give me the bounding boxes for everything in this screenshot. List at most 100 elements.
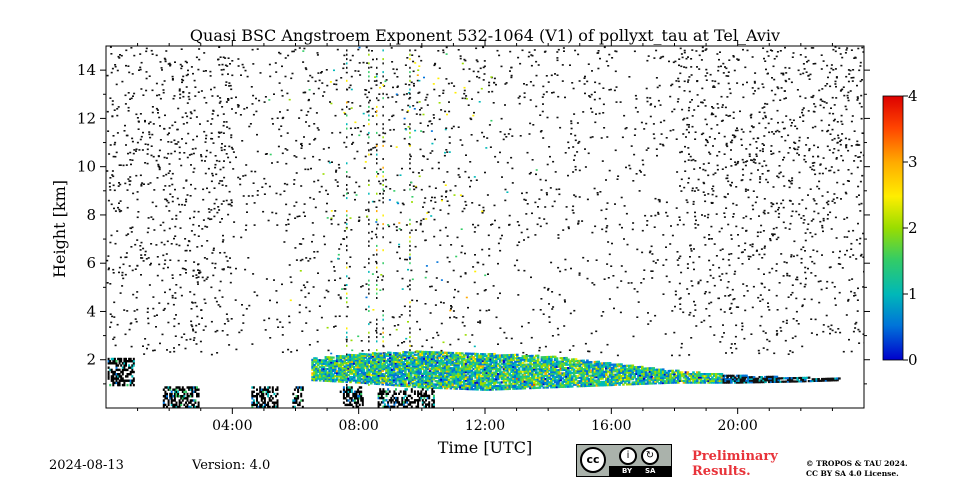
layer-cell xyxy=(326,374,330,377)
noise-pixel xyxy=(171,296,174,299)
noise-pixel xyxy=(287,348,290,351)
layer-cell xyxy=(396,384,400,387)
noise-pixel xyxy=(665,211,668,214)
noise-pixel xyxy=(859,61,862,64)
noise-pixel xyxy=(200,350,203,353)
layer-cell xyxy=(343,362,347,365)
streak-pixel xyxy=(382,75,384,78)
layer-cell xyxy=(335,365,339,368)
noise-pixel xyxy=(459,57,462,60)
layer-cell xyxy=(381,362,384,366)
layer-cell xyxy=(451,380,455,383)
noise-pixel xyxy=(179,286,182,289)
noise-pixel xyxy=(472,266,475,268)
noise-pixel xyxy=(411,278,414,281)
noise-pixel xyxy=(162,254,165,257)
layer-cell xyxy=(404,364,407,367)
noise-pixel xyxy=(413,108,416,110)
noise-pixel xyxy=(788,179,790,182)
noise-pixel xyxy=(540,189,543,191)
noise-pixel xyxy=(108,185,111,188)
noise-pixel xyxy=(160,241,163,244)
noise-pixel xyxy=(303,47,306,50)
layer-cell xyxy=(390,370,394,373)
noise-pixel xyxy=(383,85,386,87)
layer-cell xyxy=(432,383,436,386)
noise-pixel xyxy=(665,258,668,261)
noise-pixel xyxy=(360,340,363,342)
noise-pixel xyxy=(832,119,835,122)
noise-pixel xyxy=(578,274,581,276)
layer-cell xyxy=(417,369,420,372)
noise-pixel xyxy=(313,257,316,259)
noise-pixel xyxy=(279,193,282,196)
noise-pixel xyxy=(116,114,119,117)
layer-cell xyxy=(360,364,364,367)
noise-pixel xyxy=(131,73,134,75)
layer-cell xyxy=(328,366,331,369)
noise-pixel xyxy=(419,109,421,111)
noise-pixel xyxy=(671,310,674,312)
noise-pixel xyxy=(232,235,235,238)
noise-pixel xyxy=(678,58,681,60)
layer-cell xyxy=(351,379,354,382)
layer-cell xyxy=(407,381,411,384)
noise-pixel xyxy=(799,116,802,118)
noise-pixel xyxy=(196,135,198,138)
layer-cell xyxy=(459,384,462,387)
noise-pixel xyxy=(309,257,312,260)
noise-pixel xyxy=(483,135,485,138)
noise-pixel xyxy=(590,107,592,110)
noise-pixel xyxy=(649,320,652,322)
noise-pixel xyxy=(829,85,832,88)
noise-pixel xyxy=(719,308,722,311)
layer-cell xyxy=(470,376,474,379)
noise-pixel xyxy=(573,309,576,312)
noise-pixel xyxy=(718,275,721,278)
layer-cell xyxy=(451,362,455,365)
noise-pixel xyxy=(780,72,783,75)
noise-pixel xyxy=(731,181,733,184)
noise-pixel xyxy=(777,87,780,90)
noise-pixel xyxy=(156,177,159,179)
layer-cell xyxy=(464,366,468,369)
layer-cell xyxy=(368,353,371,356)
noise-pixel xyxy=(762,86,765,89)
noise-pixel xyxy=(774,210,777,213)
noise-pixel xyxy=(725,352,727,354)
noise-pixel xyxy=(730,343,733,345)
noise-pixel xyxy=(317,87,320,90)
layer-cell xyxy=(383,380,386,383)
noise-pixel xyxy=(138,149,141,151)
noise-pixel xyxy=(810,298,813,301)
layer-cell xyxy=(318,362,322,365)
noise-pixel xyxy=(694,304,697,306)
noise-pixel xyxy=(804,250,806,252)
layer-cell xyxy=(443,356,447,359)
noise-pixel xyxy=(706,216,709,219)
noise-pixel xyxy=(129,98,132,100)
layer-cell xyxy=(387,375,390,378)
noise-pixel xyxy=(151,53,154,55)
noise-pixel xyxy=(175,243,178,246)
noise-pixel xyxy=(688,314,691,316)
noise-pixel xyxy=(744,164,747,167)
noise-pixel xyxy=(255,110,258,113)
noise-pixel xyxy=(398,222,401,224)
layer-cell xyxy=(349,357,352,360)
noise-pixel xyxy=(736,58,739,60)
noise-pixel xyxy=(161,333,164,336)
layer-cell xyxy=(368,361,371,365)
noise-pixel xyxy=(741,325,744,328)
noise-pixel xyxy=(155,326,157,328)
layer-cell xyxy=(434,380,438,383)
noise-pixel xyxy=(687,81,689,83)
noise-pixel xyxy=(419,222,422,225)
noise-pixel xyxy=(403,341,406,343)
noise-pixel xyxy=(839,53,842,55)
layer-cell xyxy=(326,361,330,364)
noise-pixel xyxy=(826,130,829,133)
layer-cell xyxy=(404,371,407,374)
noise-pixel xyxy=(114,65,117,68)
noise-pixel xyxy=(407,268,409,271)
